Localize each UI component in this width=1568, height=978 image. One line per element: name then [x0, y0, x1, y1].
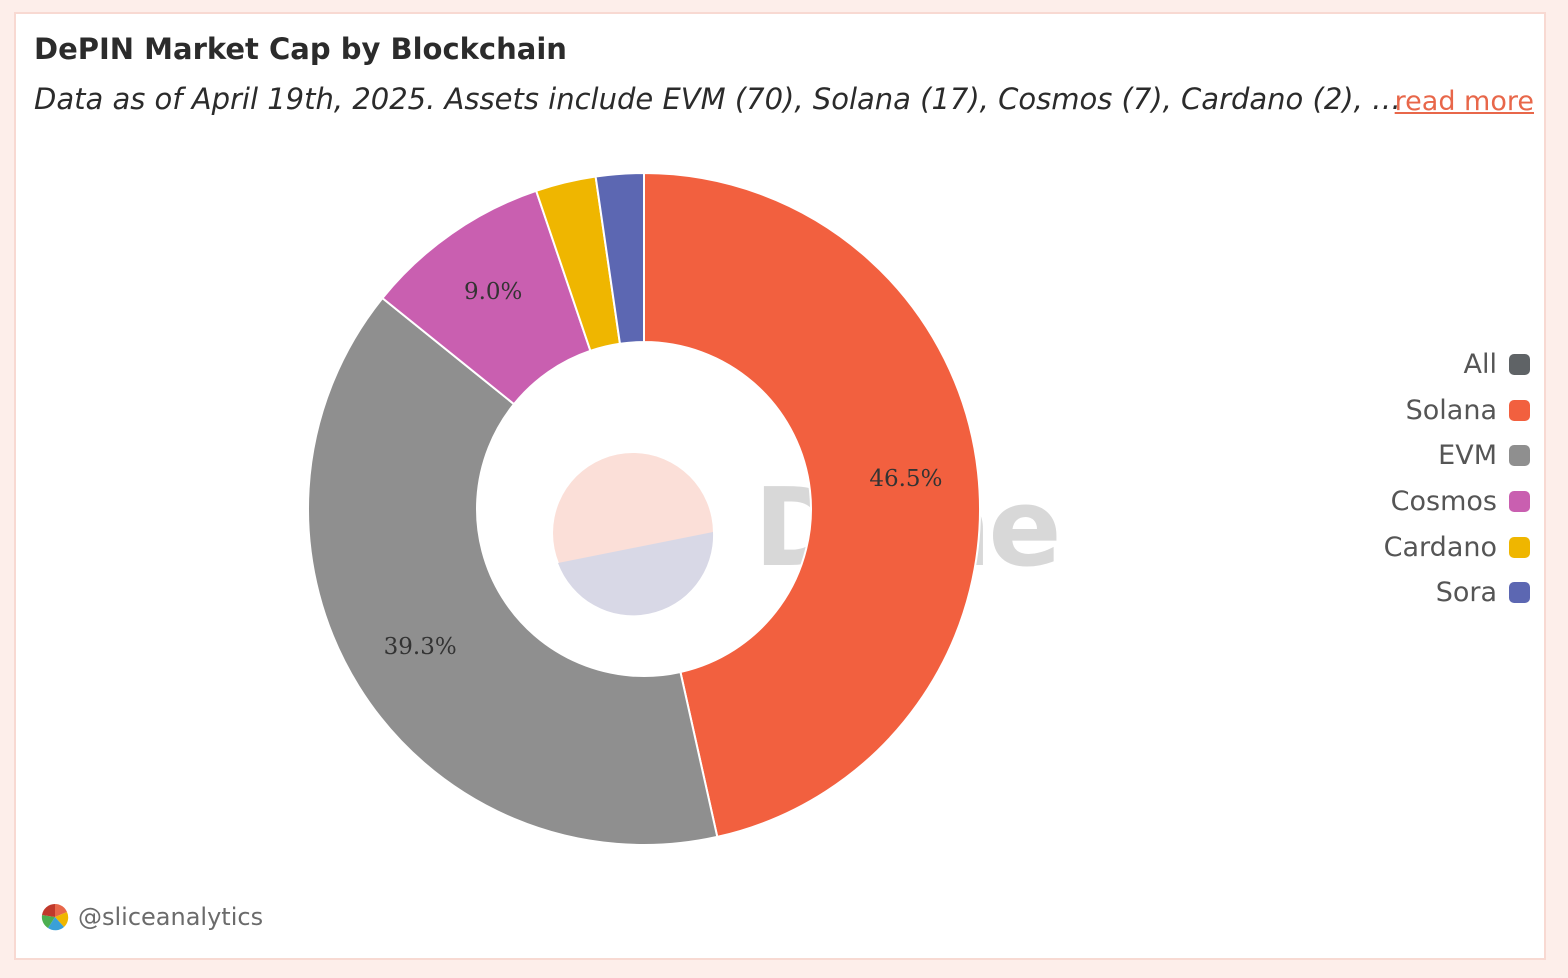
- legend-item-sora[interactable]: Sora: [1290, 570, 1530, 616]
- legend-item-evm[interactable]: EVM: [1290, 433, 1530, 479]
- chart-legend: All Solana EVM Cosmos Cardano Sora: [1290, 342, 1530, 616]
- chart-subtitle: Data as of April 19th, 2025. Assets incl…: [34, 82, 1402, 116]
- slice-analytics-logo-icon: [41, 903, 69, 931]
- legend-item-cosmos[interactable]: Cosmos: [1290, 479, 1530, 525]
- center-logo-icon: [553, 453, 714, 616]
- legend-item-solana[interactable]: Solana: [1290, 388, 1530, 434]
- donut-chart: 46.5% 39.3% 9.0%: [307, 171, 981, 846]
- slice-label-cosmos: 9.0%: [464, 279, 522, 305]
- legend-label: Cardano: [1383, 531, 1497, 563]
- legend-swatch: [1509, 491, 1530, 513]
- legend-swatch: [1509, 399, 1530, 421]
- read-more-link[interactable]: read more: [1394, 86, 1534, 117]
- legend-item-all[interactable]: All: [1290, 342, 1530, 388]
- legend-label: Solana: [1405, 394, 1497, 426]
- legend-label: All: [1463, 349, 1497, 381]
- legend-swatch: [1509, 536, 1530, 558]
- slice-label-evm: 39.3%: [384, 634, 457, 660]
- legend-swatch: [1509, 354, 1530, 376]
- legend-swatch: [1509, 582, 1530, 604]
- legend-swatch: [1509, 445, 1530, 467]
- footer: @sliceanalytics: [40, 902, 263, 932]
- slice-evm[interactable]: [307, 296, 719, 846]
- footer-handle: @sliceanalytics: [78, 903, 264, 931]
- legend-item-cardano[interactable]: Cardano: [1290, 524, 1530, 570]
- legend-label: EVM: [1438, 440, 1497, 472]
- chart-card: DePIN Market Cap by Blockchain Data as o…: [14, 12, 1546, 960]
- legend-label: Sora: [1435, 577, 1497, 609]
- slice-solana[interactable]: [643, 171, 981, 839]
- chart-title: DePIN Market Cap by Blockchain: [34, 32, 567, 66]
- legend-label: Cosmos: [1390, 486, 1497, 518]
- slice-label-solana: 46.5%: [869, 466, 942, 492]
- slice-sora[interactable]: [594, 171, 645, 345]
